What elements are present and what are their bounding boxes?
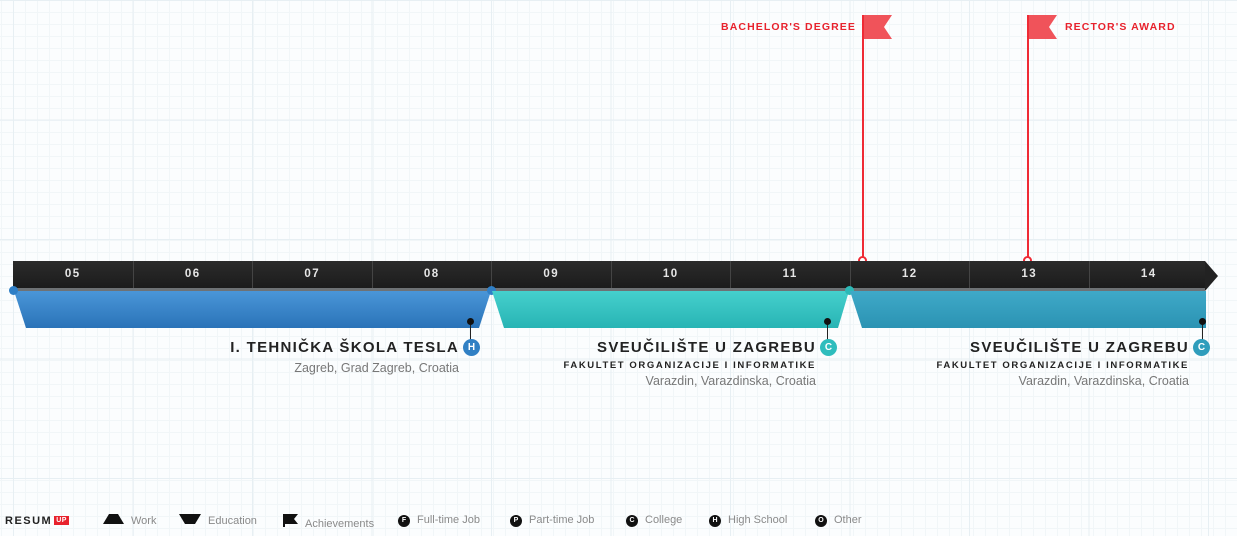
legend-other: O Other xyxy=(815,514,862,527)
legend-footer: RESUM UP Work Education Achievements F Ful… xyxy=(0,510,1237,530)
year-label: 05 xyxy=(64,268,81,280)
band-pin xyxy=(1202,322,1203,340)
flag-pole xyxy=(862,15,864,261)
logo-badge: UP xyxy=(54,516,69,525)
legend-full-time: F Full-time Job xyxy=(398,514,480,527)
band-start-node xyxy=(487,286,496,295)
band-start-node xyxy=(9,286,18,295)
school-location: Varazdin, Varazdinska, Croatia xyxy=(645,374,816,388)
full-time-icon: F xyxy=(398,515,410,527)
education-band-college-2[interactable] xyxy=(849,291,1207,328)
college-icon: C xyxy=(626,515,638,527)
year-label: 13 xyxy=(969,261,1089,288)
high-school-badge-icon: H xyxy=(463,339,480,357)
logo-text: RESUM xyxy=(5,515,53,527)
school-location: Varazdin, Varazdinska, Croatia xyxy=(1018,374,1189,388)
flag-icon xyxy=(864,15,892,39)
timeline-bar: 05 06 07 08 09 10 11 12 13 14 xyxy=(13,261,1205,291)
school-name: SVEUČILIŠTE U ZAGREBU xyxy=(970,339,1189,357)
legend-high-school: H High School xyxy=(709,514,787,527)
school-name: I. TEHNIČKA ŠKOLA TESLA xyxy=(230,339,459,357)
education-entry[interactable]: I. TEHNIČKA ŠKOLA TESLA H Zagreb, Grad Za… xyxy=(230,339,480,375)
achievement-label: RECTOR'S AWARD xyxy=(1065,21,1176,33)
legend-part-time: P Part-time Job xyxy=(510,514,594,527)
band-pin-dot xyxy=(824,318,831,325)
work-icon xyxy=(103,514,124,524)
other-icon: O xyxy=(815,515,827,527)
year-label: 12 xyxy=(849,261,970,288)
education-icon xyxy=(179,514,201,524)
year-label: 07 xyxy=(252,261,372,288)
timeline-arrow-icon xyxy=(1205,261,1218,291)
band-pin xyxy=(470,322,471,340)
education-band-college[interactable] xyxy=(491,291,851,328)
year-label: 09 xyxy=(491,261,611,288)
year-label: 06 xyxy=(132,261,253,288)
legend-education: Education xyxy=(179,514,257,527)
school-name: SVEUČILIŠTE U ZAGREBU xyxy=(597,339,816,357)
year-label: 08 xyxy=(371,261,492,288)
college-badge-icon: C xyxy=(820,339,837,357)
flag-pole xyxy=(1027,15,1029,261)
school-faculty: FAKULTET ORGANIZACIJE I INFORMATIKE xyxy=(936,360,1189,371)
band-pin-dot xyxy=(467,318,474,325)
school-location: Zagreb, Grad Zagreb, Croatia xyxy=(294,361,459,375)
flag-icon xyxy=(283,514,298,527)
band-pin-dot xyxy=(1199,318,1206,325)
legend-work: Work xyxy=(103,514,156,527)
high-school-icon: H xyxy=(709,515,721,527)
resumup-logo[interactable]: RESUM UP xyxy=(5,515,69,527)
year-label: 14 xyxy=(1088,261,1209,288)
band-pin xyxy=(827,322,828,340)
school-faculty: FAKULTET ORGANIZACIJE I INFORMATIKE xyxy=(563,360,816,371)
college-badge-icon: C xyxy=(1193,339,1210,357)
part-time-icon: P xyxy=(510,515,522,527)
band-start-node xyxy=(845,286,854,295)
legend-achievements: Achievements xyxy=(283,514,374,530)
legend-college: C College xyxy=(626,514,682,527)
education-entry[interactable]: SVEUČILIŠTE U ZAGREBU C FAKULTET ORGANIZA… xyxy=(936,339,1210,388)
year-label: 11 xyxy=(730,261,850,288)
education-entry[interactable]: SVEUČILIŠTE U ZAGREBU C FAKULTET ORGANIZA… xyxy=(563,339,837,388)
education-band-high-school[interactable] xyxy=(13,291,493,328)
achievement-label: BACHELOR'S DEGREE xyxy=(721,21,856,33)
year-label: 10 xyxy=(610,261,731,288)
flag-icon xyxy=(1029,15,1057,39)
